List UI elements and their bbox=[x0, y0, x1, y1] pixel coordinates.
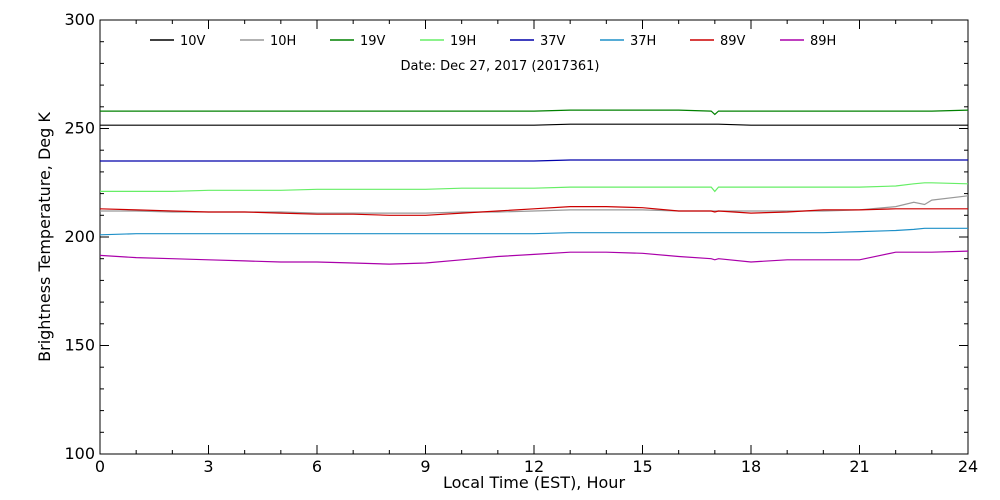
series-line-89h bbox=[99, 250, 969, 265]
legend-label-10h: 10H bbox=[270, 34, 296, 49]
series-line-89v bbox=[99, 206, 968, 216]
y-tick-label: 100 bbox=[64, 444, 95, 463]
x-tick-label: 24 bbox=[958, 457, 978, 476]
x-tick-label: 15 bbox=[632, 457, 652, 476]
series-line-19h bbox=[100, 182, 969, 193]
legend-label-37v: 37V bbox=[540, 34, 566, 49]
series-line-10h bbox=[100, 195, 969, 214]
date-annotation: Date: Dec 27, 2017 (2017361) bbox=[401, 59, 600, 74]
legend-label-19v: 19V bbox=[360, 34, 386, 49]
legend-label-89v: 89V bbox=[720, 34, 746, 49]
y-tick-label: 300 bbox=[64, 10, 95, 29]
plot-frame bbox=[99, 19, 969, 455]
x-tick-label: 3 bbox=[203, 457, 213, 476]
legend-label-19h: 19H bbox=[450, 34, 476, 49]
y-tick-label: 250 bbox=[64, 119, 95, 138]
y-tick-label: 150 bbox=[64, 336, 95, 355]
y-tick-label: 200 bbox=[64, 227, 95, 246]
legend-label-10v: 10V bbox=[180, 34, 206, 49]
legend-label-89h: 89H bbox=[810, 34, 836, 49]
x-tick-label: 0 bbox=[95, 457, 105, 476]
x-tick-label: 6 bbox=[312, 457, 322, 476]
legend-label-37h: 37H bbox=[630, 34, 656, 49]
series-line-10v bbox=[100, 123, 968, 126]
x-tick-label: 18 bbox=[741, 457, 761, 476]
series-line-37v bbox=[100, 159, 968, 162]
x-tick-label: 9 bbox=[420, 457, 430, 476]
y-axis-label: Brightness Temperature, Deg K bbox=[35, 112, 54, 362]
axis-ticks: 0 3 6 9 12 15 18 21 24 100 150 200 250 300 bbox=[64, 10, 978, 476]
x-tick-label: 12 bbox=[524, 457, 544, 476]
series-line-37h bbox=[99, 227, 968, 236]
legend: 10V 10H 19V 19H 37V 37H 89V 89H bbox=[150, 34, 836, 49]
x-axis-label: Local Time (EST), Hour bbox=[443, 473, 625, 492]
series-line-19v bbox=[100, 109, 969, 116]
x-tick-label: 21 bbox=[849, 457, 869, 476]
series-lines bbox=[99, 109, 969, 265]
